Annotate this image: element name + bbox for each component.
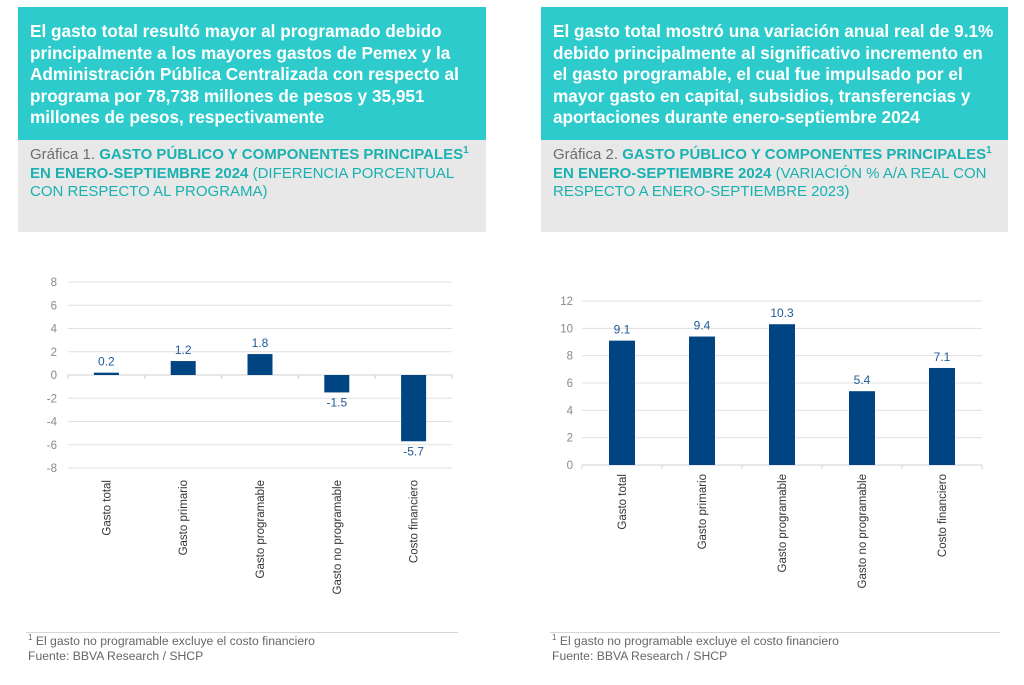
caption-title-a-2: GASTO PÚBLICO Y COMPONENTES PRINCIPALES [622,146,987,163]
notes-1: 1 El gasto no programable excluye el cos… [28,632,315,664]
bar [929,367,955,465]
bar [769,324,795,465]
category-label: Gasto programable [255,480,267,578]
panel-2: El gasto total mostró una variación anua… [541,7,1008,232]
bar [401,375,427,442]
bar [324,375,350,393]
chart-caption-1: Gráfica 1. GASTO PÚBLICO Y COMPONENTES P… [18,140,486,232]
data-label: 9.1 [614,323,631,337]
panel-1: El gasto total resultó mayor al programa… [18,7,486,232]
bar [849,391,875,465]
y-tick-label: 0 [51,370,57,382]
footnote-text-1: El gasto no programable excluye el costo… [32,634,315,648]
data-label: 0.2 [98,355,115,369]
caption-title-2: GASTO PÚBLICO Y COMPONENTES PRINCIPALES1… [553,146,992,182]
category-label: Gasto programable [777,474,789,572]
headline-2: El gasto total mostró una variación anua… [541,7,1008,140]
y-tick-label: 0 [567,460,573,472]
data-label: 1.8 [252,336,269,350]
category-label: Costo financiero [937,474,949,557]
y-tick-label: 8 [51,277,57,289]
y-tick-label: 12 [560,296,573,308]
source-1: Fuente: BBVA Research / SHCP [28,649,204,663]
caption-prefix-1: Gráfica 1. [30,146,100,163]
y-tick-label: 8 [567,351,573,363]
notes-divider-1 [26,632,458,633]
y-tick-label: -4 [47,417,58,429]
chart-caption-2: Gráfica 2. GASTO PÚBLICO Y COMPONENTES P… [541,140,1008,232]
y-tick-label: 10 [560,323,573,335]
bar [93,372,119,375]
y-tick-label: -6 [47,440,57,452]
caption-footnote-marker-1: 1 [463,145,469,156]
y-tick-label: 2 [567,433,573,445]
bar [247,354,273,375]
y-tick-label: 2 [51,347,57,359]
bar [609,340,635,465]
footnote-text-2: El gasto no programable excluye el costo… [556,634,839,648]
caption-title-a-1: GASTO PÚBLICO Y COMPONENTES PRINCIPALES [99,146,464,163]
data-label: 9.4 [694,319,711,333]
source-2: Fuente: BBVA Research / SHCP [552,649,728,663]
category-label: Gasto no programable [857,474,869,588]
caption-title-b-1: EN ENERO-SEPTIEMBRE 2024 [30,164,249,182]
bar [170,361,196,375]
bar-chart-2: 12 10 8 6 4 2 0 9.1 Gasto total 9.4 Gasto primario… [560,296,983,588]
category-label: Gasto primario [178,480,190,555]
caption-subtitle-1: (DIFERENCIA PORCENTUAL CON RESPECTO AL P… [30,164,454,201]
category-label: Gasto total [617,474,629,530]
data-label: 1.2 [175,343,192,357]
notes-2: 1 El gasto no programable excluye el cos… [552,632,839,664]
data-label: 7.1 [934,350,951,364]
caption-title-1: GASTO PÚBLICO Y COMPONENTES PRINCIPALES1… [30,146,469,182]
y-tick-label: 6 [51,300,57,312]
category-label: Gasto primario [697,474,709,549]
bar-chart-1: 8 6 4 2 0 -2 -4 -6 -8 0.2 Gasto total 1.2 Gasto prim… [47,277,453,594]
bar [689,336,715,465]
footnote-1: 1 El gasto no programable excluye el cos… [28,632,315,649]
notes-divider-2 [550,632,1000,633]
data-label: 5.4 [854,373,871,387]
y-tick-label: -8 [47,463,57,475]
caption-footnote-marker-2: 1 [986,145,992,156]
category-label: Gasto total [101,480,113,536]
data-label: 10.3 [770,306,794,320]
category-label: Gasto no programable [332,480,344,594]
data-label: -1.5 [326,395,347,409]
footnote-marker-1: 1 [28,632,33,642]
caption-subtitle-2: (VARIACIÓN % A/A REAL CON RESPECTO A ENE… [553,164,987,201]
footnote-marker-2: 1 [552,632,557,642]
caption-prefix-2: Gráfica 2. [553,146,623,163]
category-label: Costo financiero [409,480,421,563]
y-tick-label: 4 [51,324,58,336]
headline-1: El gasto total resultó mayor al programa… [18,7,486,140]
data-label: -5.7 [403,444,424,458]
y-tick-label: -2 [47,393,57,405]
y-tick-label: 4 [567,405,574,417]
footnote-2: 1 El gasto no programable excluye el cos… [552,632,839,649]
caption-title-b-2: EN ENERO-SEPTIEMBRE 2024 [553,164,772,182]
y-tick-label: 6 [567,378,573,390]
